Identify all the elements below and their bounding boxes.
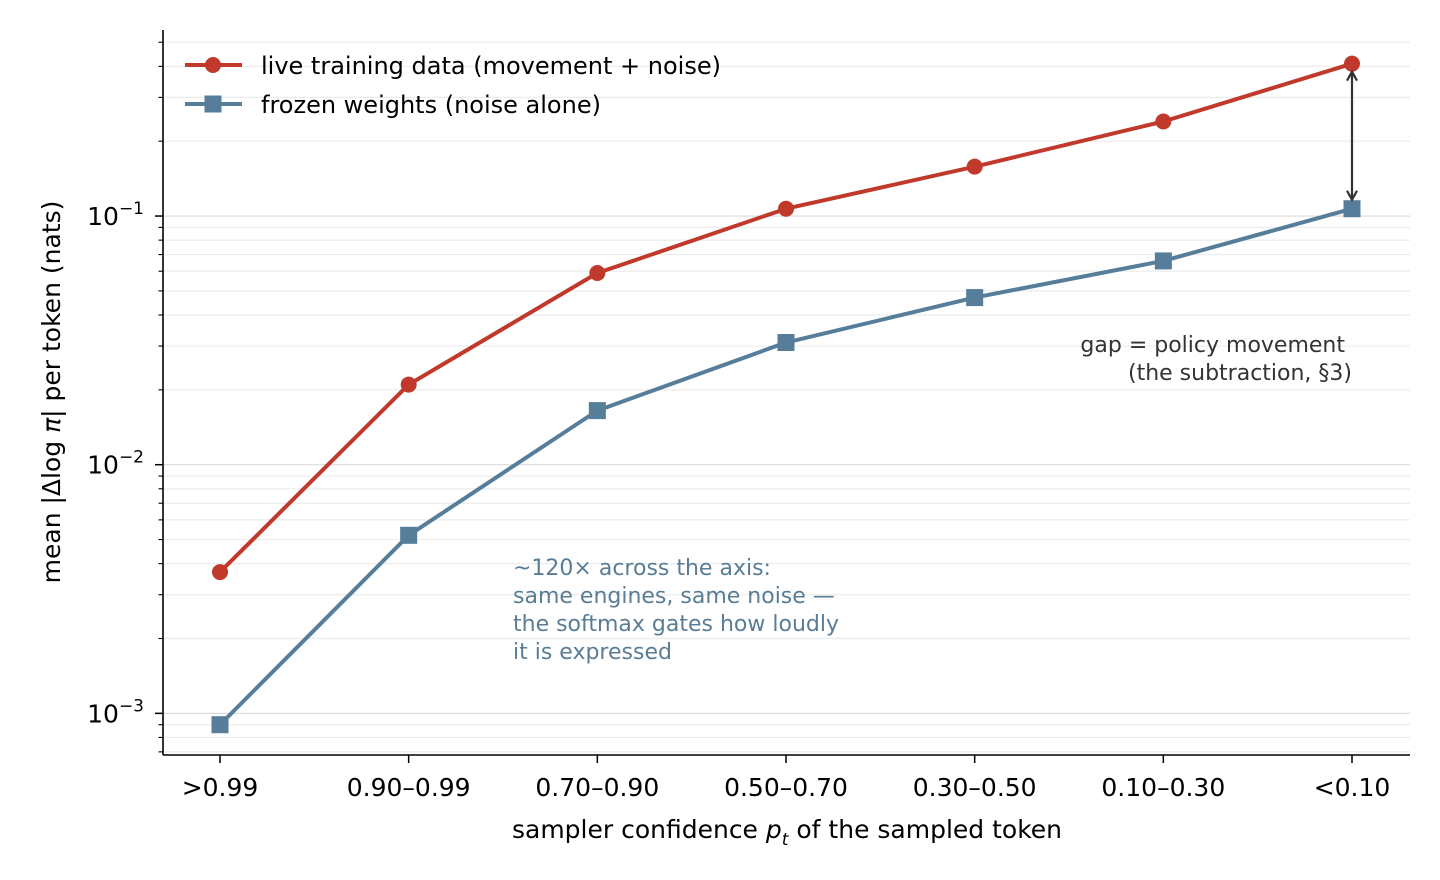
data-point: [778, 200, 794, 217]
y-ticks: 10−3 10−2 10−1: [87, 41, 163, 753]
range-annotation: ~120× across the axis: same engines, sam…: [513, 556, 846, 665]
x-tick-label: <0.10: [1314, 773, 1391, 802]
legend-marker: [205, 57, 221, 73]
data-point: [588, 402, 606, 420]
data-point: [1343, 200, 1361, 218]
gap-arrow: [1346, 69, 1358, 202]
axes: [162, 30, 1410, 756]
x-tick-label: >0.99: [182, 773, 259, 802]
data-point: [966, 158, 983, 175]
x-tick-label: 0.90–0.99: [347, 773, 471, 802]
gap-annotation: gap = policy movement (the subtraction, …: [1080, 333, 1352, 386]
legend-label: frozen weights (noise alone): [261, 91, 601, 119]
data-point: [1154, 252, 1172, 270]
grid: [163, 41, 1410, 753]
legend-label: live training data (movement + noise): [261, 52, 721, 80]
y-tick-label: 10−2: [87, 448, 144, 480]
x-tick-label: 0.30–0.50: [913, 773, 1037, 802]
y-axis-label: mean |Δlog π| per token (nats): [37, 201, 66, 584]
legend: live training data (movement + noise) fro…: [185, 52, 721, 119]
data-point: [589, 265, 606, 282]
x-tick-label: 0.10–0.30: [1101, 773, 1225, 802]
series-line-2: [218, 206, 1353, 727]
series-layer: [211, 55, 1361, 734]
x-tick-label: 0.50–0.70: [724, 773, 848, 802]
x-ticks: >0.99 0.90–0.99 0.70–0.90 0.50–0.70 0.30–0.5…: [182, 755, 1391, 802]
data-point: [966, 289, 984, 307]
gap-arrow-head-bottom: [1346, 190, 1358, 202]
data-point: [400, 376, 417, 393]
data-point: [400, 526, 418, 544]
gap-arrow-head-top: [1346, 69, 1358, 82]
data-point: [212, 564, 228, 581]
data-point: [211, 716, 229, 734]
data-point: [1344, 55, 1360, 72]
x-axis-label: sampler confidence pt of the sampled tok…: [512, 815, 1062, 850]
y-tick-label: 10−1: [87, 199, 144, 231]
x-tick-label: 0.70–0.90: [535, 773, 659, 802]
data-point: [1155, 113, 1172, 130]
legend-marker: [204, 95, 222, 113]
y-tick-label: 10−3: [87, 696, 144, 728]
data-point: [777, 334, 795, 352]
series-line-1: [218, 61, 1353, 574]
